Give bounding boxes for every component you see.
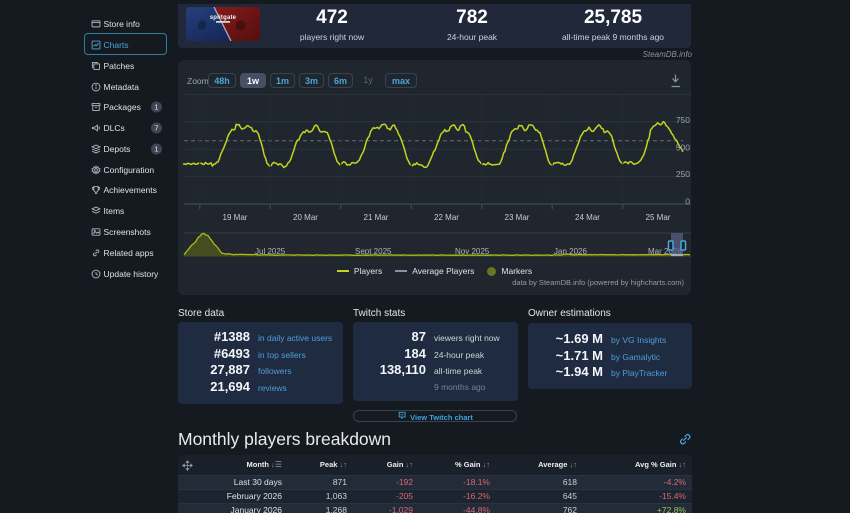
svg-text:20 Mar: 20 Mar xyxy=(293,213,318,222)
svg-text:Jul 2025: Jul 2025 xyxy=(255,247,286,256)
svg-text:Mar 2026: Mar 2026 xyxy=(648,247,682,256)
svg-text:19 Mar: 19 Mar xyxy=(223,213,248,222)
svg-text:data by SteamDB.info (powered: data by SteamDB.info (powered by highcha… xyxy=(512,278,684,287)
svg-text:750: 750 xyxy=(676,115,690,125)
svg-text:250: 250 xyxy=(676,169,690,179)
svg-text:500: 500 xyxy=(676,143,690,153)
svg-text:0: 0 xyxy=(685,197,690,207)
svg-text:23 Mar: 23 Mar xyxy=(505,213,530,222)
svg-text:21 Mar: 21 Mar xyxy=(364,213,389,222)
svg-text:Jan 2026: Jan 2026 xyxy=(554,247,587,256)
svg-text:24 Mar: 24 Mar xyxy=(575,213,600,222)
svg-text:22 Mar: 22 Mar xyxy=(434,213,459,222)
svg-text:splitgate: splitgate xyxy=(210,15,237,21)
svg-text:Sept 2025: Sept 2025 xyxy=(355,247,392,256)
svg-text:Nov 2025: Nov 2025 xyxy=(455,247,490,256)
svg-text:25 Mar: 25 Mar xyxy=(646,213,671,222)
